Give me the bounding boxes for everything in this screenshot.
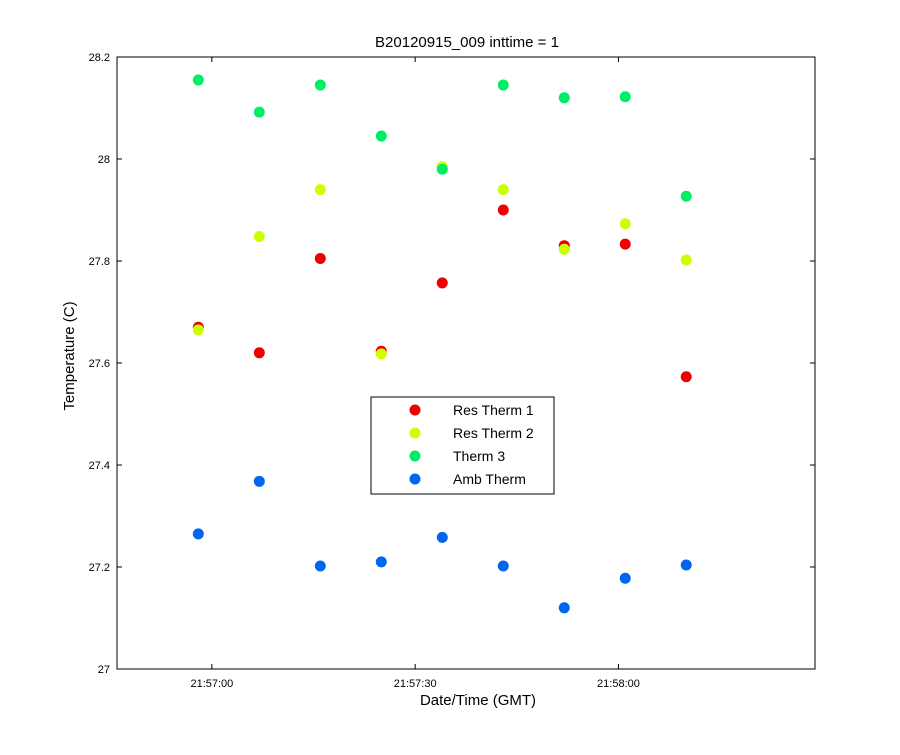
legend-marker-amb-therm [409,473,421,485]
x-tick-label: 21:57:00 [190,678,233,690]
x-axis-label: Date/Time (GMT) [420,692,536,709]
x-axis: 21:57:00 21:57:30 21:58:00 [190,57,640,690]
y-tick-label: 27.8 [89,256,110,268]
point-res-therm-2 [192,324,204,336]
point-res-therm-2 [253,231,265,243]
point-therm-3 [436,163,448,175]
point-amb-therm [375,556,387,568]
legend: Res Therm 1 Res Therm 2 Therm 3 Amb Therm [370,396,555,495]
point-res-therm-2 [619,218,631,230]
point-res-therm-1 [619,238,631,250]
point-res-therm-1 [436,277,448,289]
point-therm-3 [619,91,631,103]
point-res-therm-2 [497,184,509,196]
point-amb-therm [314,560,326,572]
point-res-therm-2 [680,254,692,266]
point-therm-3 [253,106,265,118]
point-therm-3 [192,74,204,86]
point-amb-therm [436,531,448,543]
point-res-therm-2 [375,348,387,360]
legend-label-res-therm-2: Res Therm 2 [453,425,534,441]
point-res-therm-1 [497,204,509,216]
legend-label-res-therm-1: Res Therm 1 [453,402,534,418]
point-amb-therm [558,602,570,614]
legend-marker-res-therm-1 [409,404,421,416]
point-therm-3 [497,79,509,91]
x-tick-label: 21:57:30 [394,678,437,690]
legend-box [370,396,555,495]
point-amb-therm [192,528,204,540]
point-res-therm-1 [680,371,692,383]
x-tick-label: 21:58:00 [597,678,640,690]
point-res-therm-1 [253,347,265,359]
point-therm-3 [680,190,692,202]
y-tick-label: 27.2 [89,562,110,574]
point-therm-3 [375,130,387,142]
y-tick-label: 27 [98,664,110,676]
chart-title: B20120915_009 inttime = 1 [375,34,559,51]
point-amb-therm [619,572,631,584]
legend-marker-therm-3 [409,450,421,462]
y-axis: 27 27.2 27.4 27.6 27.8 28 28.2 [89,52,815,676]
y-axis-label: Temperature (C) [61,301,78,410]
y-tick-label: 27.6 [89,358,110,370]
point-therm-3 [314,79,326,91]
y-tick-label: 28.2 [89,52,110,64]
y-tick-label: 28 [98,154,110,166]
legend-label-therm-3: Therm 3 [453,448,505,464]
legend-label-amb-therm: Amb Therm [453,471,526,487]
point-res-therm-2 [558,243,570,255]
legend-marker-res-therm-2 [409,427,421,439]
point-amb-therm [497,560,509,572]
plot-area [116,56,816,670]
point-amb-therm [253,475,265,487]
point-amb-therm [680,559,692,571]
point-res-therm-2 [314,184,326,196]
y-tick-label: 27.4 [89,460,110,472]
point-therm-3 [558,92,570,104]
data-points [192,74,692,614]
point-res-therm-1 [314,252,326,264]
